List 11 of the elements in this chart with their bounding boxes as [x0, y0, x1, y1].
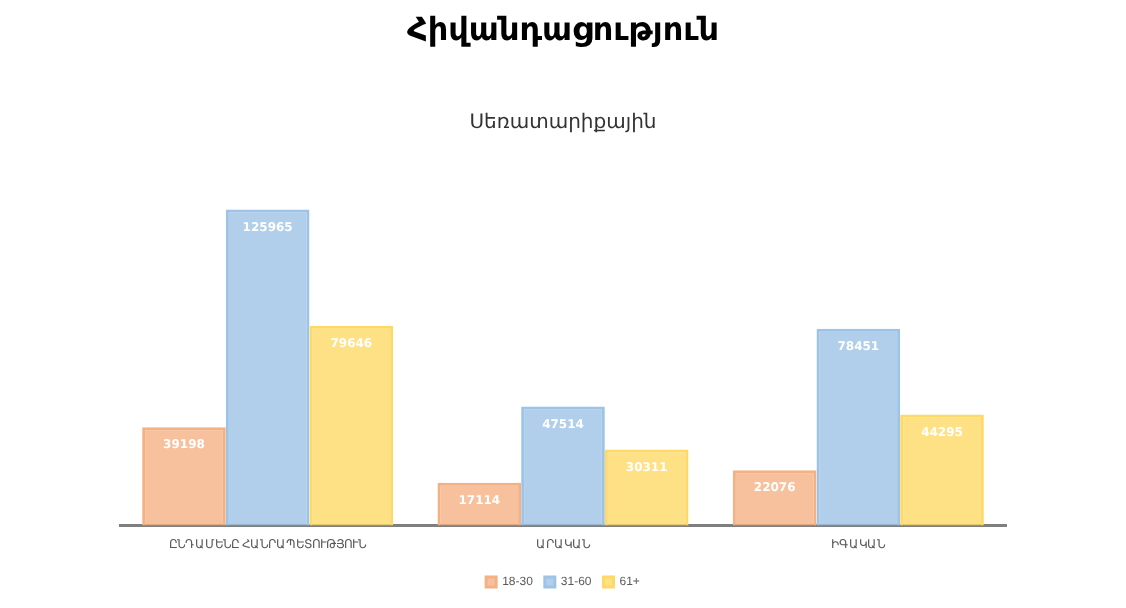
chart-subtitle: Սեռատարիքային — [469, 111, 657, 134]
bar — [309, 325, 394, 526]
bar — [142, 427, 226, 526]
bar — [732, 470, 817, 526]
bar — [900, 414, 984, 526]
bar — [816, 328, 901, 526]
bar — [437, 482, 522, 526]
bar — [521, 406, 605, 526]
bar — [604, 449, 689, 526]
chart-title: Հիվանդացություն — [406, 9, 720, 48]
bar — [225, 209, 310, 526]
